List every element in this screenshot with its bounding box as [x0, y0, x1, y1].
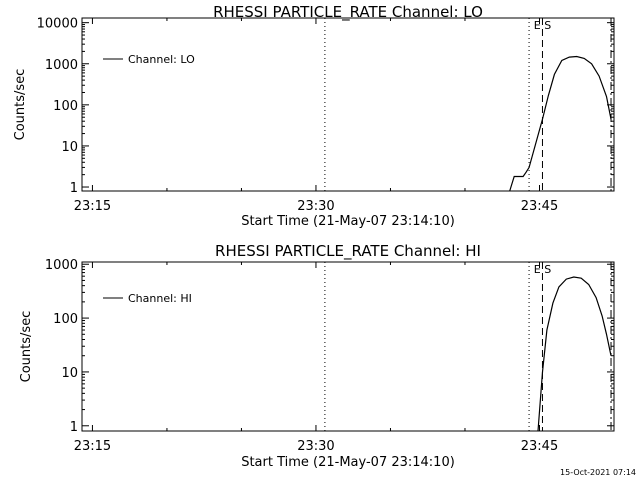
- plot-frame: [81, 261, 615, 432]
- legend-label: Channel: HI: [128, 292, 192, 305]
- marker-label: E S: [534, 263, 551, 276]
- y-tick-label: 1000: [45, 58, 78, 73]
- x-tick-label: 23:45: [521, 439, 558, 454]
- x-tick-label: 23:30: [297, 199, 334, 214]
- y-tick-label: 10: [61, 366, 78, 381]
- footer-timestamp: 15-Oct-2021 07:14: [560, 468, 636, 477]
- y-tick-label: 10000: [37, 17, 78, 32]
- series-line-0: [509, 55, 612, 191]
- x-tick-label: 23:15: [74, 199, 111, 214]
- x-tick-label: 23:30: [297, 439, 334, 454]
- y-tick-label: 1: [70, 181, 78, 196]
- y-axis-label: Counts/sec: [19, 311, 34, 383]
- series-line-0: [537, 276, 612, 431]
- y-axis-label: Counts/sec: [13, 69, 28, 141]
- lo-channel-panel: RHESSI PARTICLE_RATE Channel: LO 23:15 23:…: [13, 3, 615, 229]
- x-tick-label: 23:45: [521, 199, 558, 214]
- x-tick-label: 23:15: [74, 439, 111, 454]
- y-tick-label: 1: [70, 420, 78, 435]
- y-tick-label: 10: [61, 140, 78, 155]
- chart-title: RHESSI PARTICLE_RATE Channel: LO: [213, 3, 483, 22]
- y-tick-label: 100: [53, 99, 78, 114]
- legend-label: Channel: LO: [128, 53, 195, 66]
- y-tick-label: 100: [53, 312, 78, 327]
- marker-label: E S: [534, 19, 551, 32]
- plot-frame: [81, 17, 615, 192]
- x-axis-label: Start Time (21-May-07 23:14:10): [241, 455, 455, 470]
- hi-channel-panel: RHESSI PARTICLE_RATE Channel: HI 23:15 23:…: [19, 242, 615, 470]
- x-axis-label: Start Time (21-May-07 23:14:10): [241, 214, 455, 229]
- y-tick-label: 1000: [45, 258, 78, 273]
- chart-title: RHESSI PARTICLE_RATE Channel: HI: [215, 242, 481, 261]
